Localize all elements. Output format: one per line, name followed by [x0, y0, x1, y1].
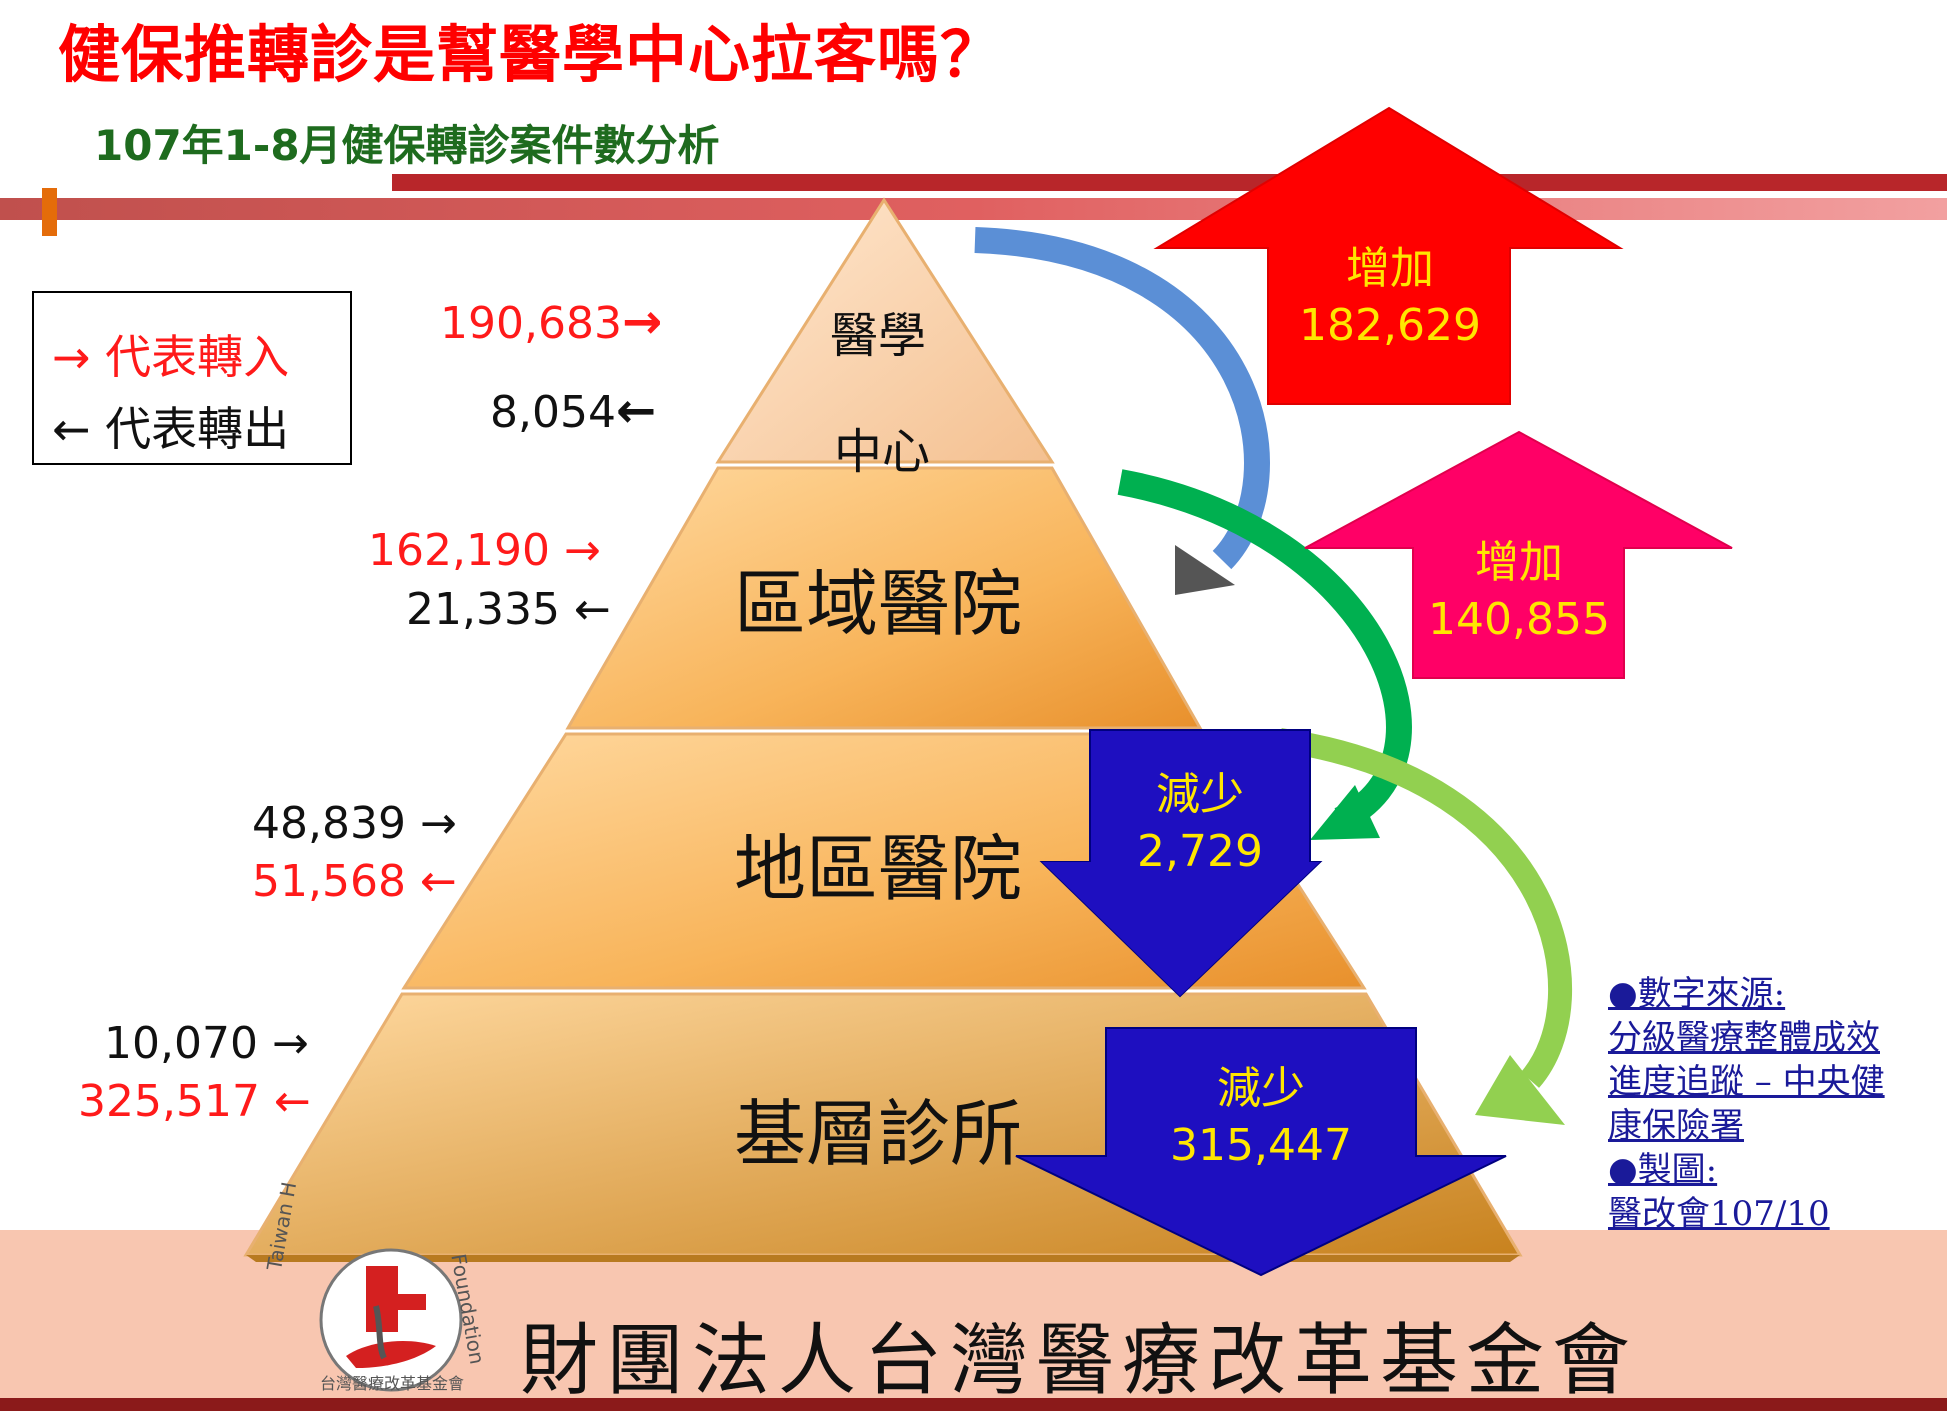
flow-arrow-blue-head	[1175, 545, 1235, 595]
increase-arrow-medical-center	[1153, 106, 1624, 405]
increase-regional-value: 140,855	[1428, 594, 1610, 645]
legend-box: → 代表轉入 ← 代表轉出	[32, 291, 352, 465]
decrease-clinic-text: 減少 315,447	[1108, 1052, 1414, 1171]
regional-in-arrow: →	[563, 525, 601, 576]
tier-clinic-label: 基層診所	[734, 1092, 1023, 1176]
legend-transfer-out: ← 代表轉出	[52, 402, 290, 456]
district-out-value: 51,568 ←	[252, 856, 457, 907]
tier-medical-center-label-line1: 醫學	[830, 308, 927, 364]
medical-center-in-arrow: →	[621, 294, 663, 350]
flow-arrow-lightgreen	[1278, 728, 1573, 1088]
note-source-line3: 康保險署	[1608, 1106, 1744, 1146]
clinic-in-value: 10,070 →	[104, 1018, 309, 1069]
medical-center-in-number: 190,683	[440, 298, 622, 349]
flow-arrow-green	[1117, 469, 1412, 832]
clinic-out-arrow: ←	[273, 1076, 311, 1127]
increase-arrow-regional	[1304, 430, 1733, 679]
regional-in-value: 162,190 →	[368, 525, 601, 576]
page-title: 健保推轉診是幫醫學中心拉客嗎？	[58, 18, 1004, 91]
increase-medical-center-value: 182,629	[1299, 300, 1481, 351]
legend-transfer-in: → 代表轉入	[52, 330, 290, 384]
decrease-clinic-label: 減少	[1217, 1063, 1305, 1114]
note-author-heading: ●製圖:	[1608, 1150, 1718, 1190]
note-source-heading: ●數字來源:	[1608, 974, 1786, 1014]
foundation-name: 財團法人台灣醫療改革基金會	[520, 1316, 1639, 1406]
decrease-district-value: 2,729	[1137, 826, 1263, 877]
flow-arrow-lightgreen-head	[1475, 1055, 1565, 1125]
regional-out-value: 21,335 ←	[406, 584, 611, 635]
regional-out-arrow: ←	[573, 584, 611, 635]
clinic-out-number: 325,517	[78, 1076, 260, 1127]
footer-bottom-line	[0, 1398, 1947, 1411]
regional-in-number: 162,190	[368, 525, 550, 576]
district-out-arrow: ←	[419, 856, 457, 907]
tier-district-label: 地區醫院	[734, 827, 1023, 911]
logo-text-bottom: 台灣醫療改革基金會	[320, 1374, 465, 1393]
tier-medical-center-label-line2: 中心	[834, 424, 931, 480]
regional-out-number: 21,335	[406, 584, 560, 635]
clinic-in-number: 10,070	[104, 1018, 258, 1069]
flow-arrow-green-head	[1310, 785, 1380, 840]
header-bar-top	[392, 174, 1947, 191]
clinic-out-value: 325,517 ←	[78, 1076, 311, 1127]
note-source-line2: 進度追蹤 – 中央健	[1608, 1062, 1885, 1102]
medical-center-out-value: 8,054←	[490, 383, 656, 439]
district-in-number: 48,839	[252, 798, 406, 849]
tier-regional-label: 區域醫院	[734, 562, 1023, 646]
clinic-in-arrow: →	[271, 1018, 309, 1069]
tier-regional-shape	[565, 466, 1203, 730]
medical-center-out-arrow: ←	[615, 383, 657, 439]
header-bar-accent	[42, 188, 57, 236]
decrease-arrow-clinic	[1015, 1027, 1507, 1277]
increase-regional-label: 增加	[1475, 537, 1563, 588]
foundation-logo	[319, 1248, 463, 1392]
increase-medical-center-label: 增加	[1346, 243, 1434, 294]
district-in-value: 48,839 →	[252, 798, 457, 849]
district-out-number: 51,568	[252, 856, 406, 907]
increase-medical-center-text: 增加 182,629	[1270, 232, 1510, 351]
district-in-arrow: →	[419, 798, 457, 849]
decrease-district-text: 減少 2,729	[1092, 758, 1308, 877]
increase-regional-text: 增加 140,855	[1416, 526, 1622, 645]
decrease-district-label: 減少	[1156, 769, 1244, 820]
page-subtitle: 107年1-8月健保轉診案件數分析	[94, 121, 720, 170]
medical-center-in-value: 190,683→	[440, 294, 662, 350]
tier-medical-center-shape	[715, 197, 1055, 464]
note-author-line: 醫改會107/10	[1608, 1194, 1830, 1234]
medical-center-out-number: 8,054	[490, 387, 616, 438]
note-source-line1: 分級醫療整體成效	[1608, 1018, 1880, 1058]
tier-clinic-base-edge	[246, 1255, 1520, 1262]
decrease-clinic-value: 315,447	[1170, 1120, 1352, 1171]
decrease-arrow-district-fix	[1042, 862, 1320, 996]
